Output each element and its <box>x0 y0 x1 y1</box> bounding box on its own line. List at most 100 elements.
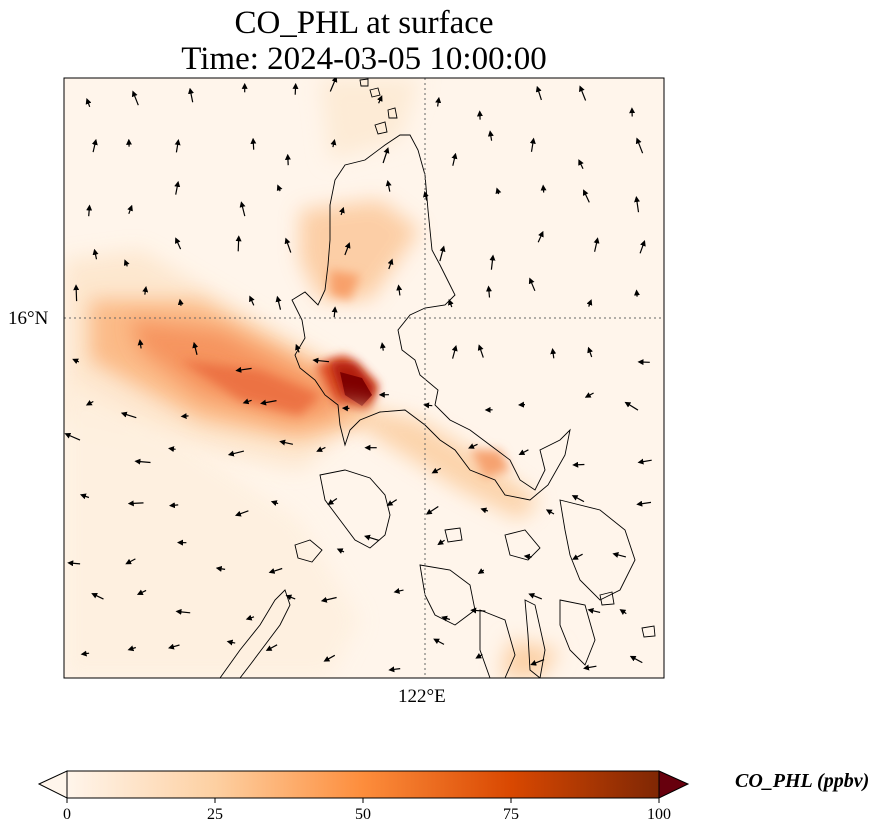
wind-arrow <box>127 645 136 652</box>
wind-arrow <box>168 643 180 650</box>
islet-coastline <box>294 539 323 563</box>
wind-arrow <box>260 399 277 406</box>
wind-arrow <box>382 147 390 164</box>
colorbar-label: CO_PHL (ppbv) <box>735 770 870 792</box>
wind-arrow <box>550 348 557 359</box>
wind-arrow <box>451 152 458 166</box>
wind-arrow <box>480 507 489 514</box>
colorbar-gradient <box>66 770 660 799</box>
wind-arrow <box>423 402 433 409</box>
wind-arrow <box>245 614 255 621</box>
wind-arrow <box>235 366 252 373</box>
wind-arrow <box>284 237 292 253</box>
wind-arrow <box>593 237 600 252</box>
wind-arrow <box>336 548 345 554</box>
coastlines <box>219 78 656 678</box>
wind-arrow <box>489 254 496 270</box>
wind-arrow <box>344 242 351 256</box>
wind-arrow <box>528 277 536 292</box>
wind-arrow <box>64 432 81 441</box>
wind-arrow <box>388 666 401 673</box>
wind-arrow <box>242 398 252 405</box>
wind-arrow <box>385 179 392 192</box>
wind-arrow <box>120 411 137 419</box>
wind-arrow <box>131 90 139 106</box>
wind-arrow <box>79 493 90 500</box>
mindoro-coastline <box>319 469 391 549</box>
islet-coastline <box>387 107 398 119</box>
wind-arrow <box>174 139 181 153</box>
wind-arrow <box>80 650 90 657</box>
wind-arrow <box>320 596 337 603</box>
wind-arrow <box>377 95 383 104</box>
wind-arrow <box>578 159 584 169</box>
wind-arrow <box>235 235 242 252</box>
wind-arrow <box>85 400 94 406</box>
islet-coastline <box>359 78 369 87</box>
wind-arrow <box>72 358 80 365</box>
wind-arrow <box>393 588 404 594</box>
wind-arrow <box>86 204 93 217</box>
wind-arrow <box>312 357 330 364</box>
wind-arrow <box>637 458 652 465</box>
wind-arrow <box>339 206 345 216</box>
luzon-coastline <box>291 134 571 501</box>
wind-arrow <box>572 553 583 560</box>
wind-arrow <box>530 659 545 666</box>
wind-arrow <box>364 534 380 541</box>
wind-arrow <box>379 342 386 351</box>
wind-arrow <box>448 298 454 308</box>
wind-arrow <box>265 644 278 651</box>
wind-arrow <box>441 615 451 622</box>
latitude-tick-label: 16°N <box>8 308 49 329</box>
wind-arrow <box>635 137 644 154</box>
wind-arrow <box>468 443 478 449</box>
wind-arrow <box>227 450 245 457</box>
wind-arrow <box>425 505 439 515</box>
wind-arrow <box>636 500 652 507</box>
wind-arrow <box>423 190 429 201</box>
wind-arrow <box>270 500 279 506</box>
wind-arrow <box>475 653 483 659</box>
wind-arrow <box>583 664 597 671</box>
wind-arrow <box>331 306 338 318</box>
wind-arrow <box>91 138 98 153</box>
longitude-tick-label: 122°E <box>398 686 446 707</box>
wind-arrow <box>188 87 194 103</box>
wind-arrow <box>234 510 249 517</box>
wind-arrow <box>396 284 403 296</box>
colorbar-min-extend <box>37 770 68 799</box>
wind-arrow <box>386 499 398 507</box>
wind-arrow <box>177 298 184 306</box>
wind-arrow <box>587 346 593 358</box>
wind-vectors <box>64 78 652 673</box>
wind-arrow <box>330 138 337 148</box>
wind-arrow <box>73 284 80 302</box>
wind-arrow <box>174 180 181 195</box>
colorbar-tick-label: 25 <box>207 806 223 823</box>
wind-arrow <box>127 204 133 215</box>
wind-arrow <box>433 638 445 645</box>
wind-arrow <box>67 560 81 567</box>
islet-coastline <box>599 591 615 606</box>
wind-arrow <box>295 343 301 353</box>
wind-arrow <box>624 401 639 411</box>
wind-arrow <box>327 498 338 505</box>
wind-arrow <box>477 568 485 574</box>
colorbar-tick-label: 100 <box>647 806 671 823</box>
wind-arrow <box>239 201 246 217</box>
wind-arrow <box>477 344 484 358</box>
wind-arrow <box>587 607 601 614</box>
wind-arrow <box>175 608 191 615</box>
wind-arrow <box>275 295 282 310</box>
wind-arrow <box>470 607 486 614</box>
wind-arrow <box>439 245 446 262</box>
wind-arrow <box>586 299 593 307</box>
colorbar-max-extend <box>658 770 690 799</box>
wind-arrow <box>192 341 199 355</box>
wind-arrow <box>529 137 536 152</box>
wind-arrow <box>125 558 136 565</box>
wind-arrow <box>612 552 627 558</box>
wind-arrow <box>495 187 502 195</box>
colorbar-tick-label: 50 <box>355 806 371 823</box>
